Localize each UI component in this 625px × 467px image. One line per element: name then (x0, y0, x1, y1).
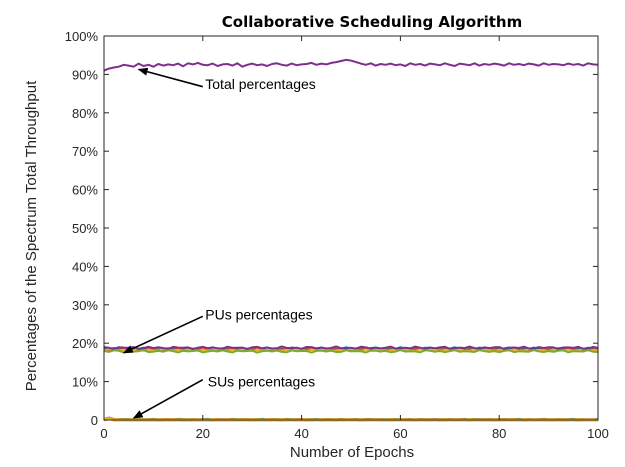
total-series-line (103, 58, 599, 72)
x-tick-label: 60 (393, 426, 407, 441)
y-tick-label: 20% (72, 336, 98, 351)
pu-series-line (103, 347, 599, 353)
annotation-arrow (137, 67, 204, 88)
y-tick-label: 100% (65, 29, 99, 44)
annotation-arrow (132, 378, 204, 419)
y-axis: 0 10% 20% 30% 40% 50% 60% 70% 80% 90% 100% (65, 29, 598, 428)
x-tick-label: 0 (100, 426, 107, 441)
pu-series-line (103, 345, 599, 351)
y-axis-label: Percentages of the Spectrum Total Throug… (23, 80, 40, 391)
y-tick-label: 30% (72, 298, 98, 313)
x-axis: 0 20 40 60 80 100 (100, 36, 609, 441)
annotation-label: PUs percentages (205, 306, 312, 322)
annotation-label: SUs percentages (208, 374, 315, 390)
y-tick-label: 80% (72, 106, 98, 121)
x-tick-label: 20 (196, 426, 210, 441)
plot-frame (103, 35, 599, 421)
x-tick-label: 100 (587, 426, 609, 441)
y-tick-label: 10% (72, 375, 98, 390)
annotation-arrow (122, 315, 204, 354)
annotations: Total percentages PUs percentages SUs perc… (122, 67, 316, 419)
x-axis-label: Number of Epochs (290, 444, 414, 461)
annotation-label: Total percentages (205, 76, 316, 92)
y-tick-label: 70% (72, 144, 98, 159)
y-tick-label: 50% (72, 221, 98, 236)
x-tick-label: 80 (492, 426, 506, 441)
y-tick-label: 90% (72, 67, 98, 82)
y-tick-label: 0 (91, 413, 98, 428)
y-tick-label: 60% (72, 183, 98, 198)
y-tick-label: 40% (72, 259, 98, 274)
pu-series-line (103, 349, 599, 354)
chart-title: Collaborative Scheduling Algorithm (222, 13, 522, 31)
plot-series (103, 58, 599, 422)
x-tick-label: 40 (294, 426, 308, 441)
